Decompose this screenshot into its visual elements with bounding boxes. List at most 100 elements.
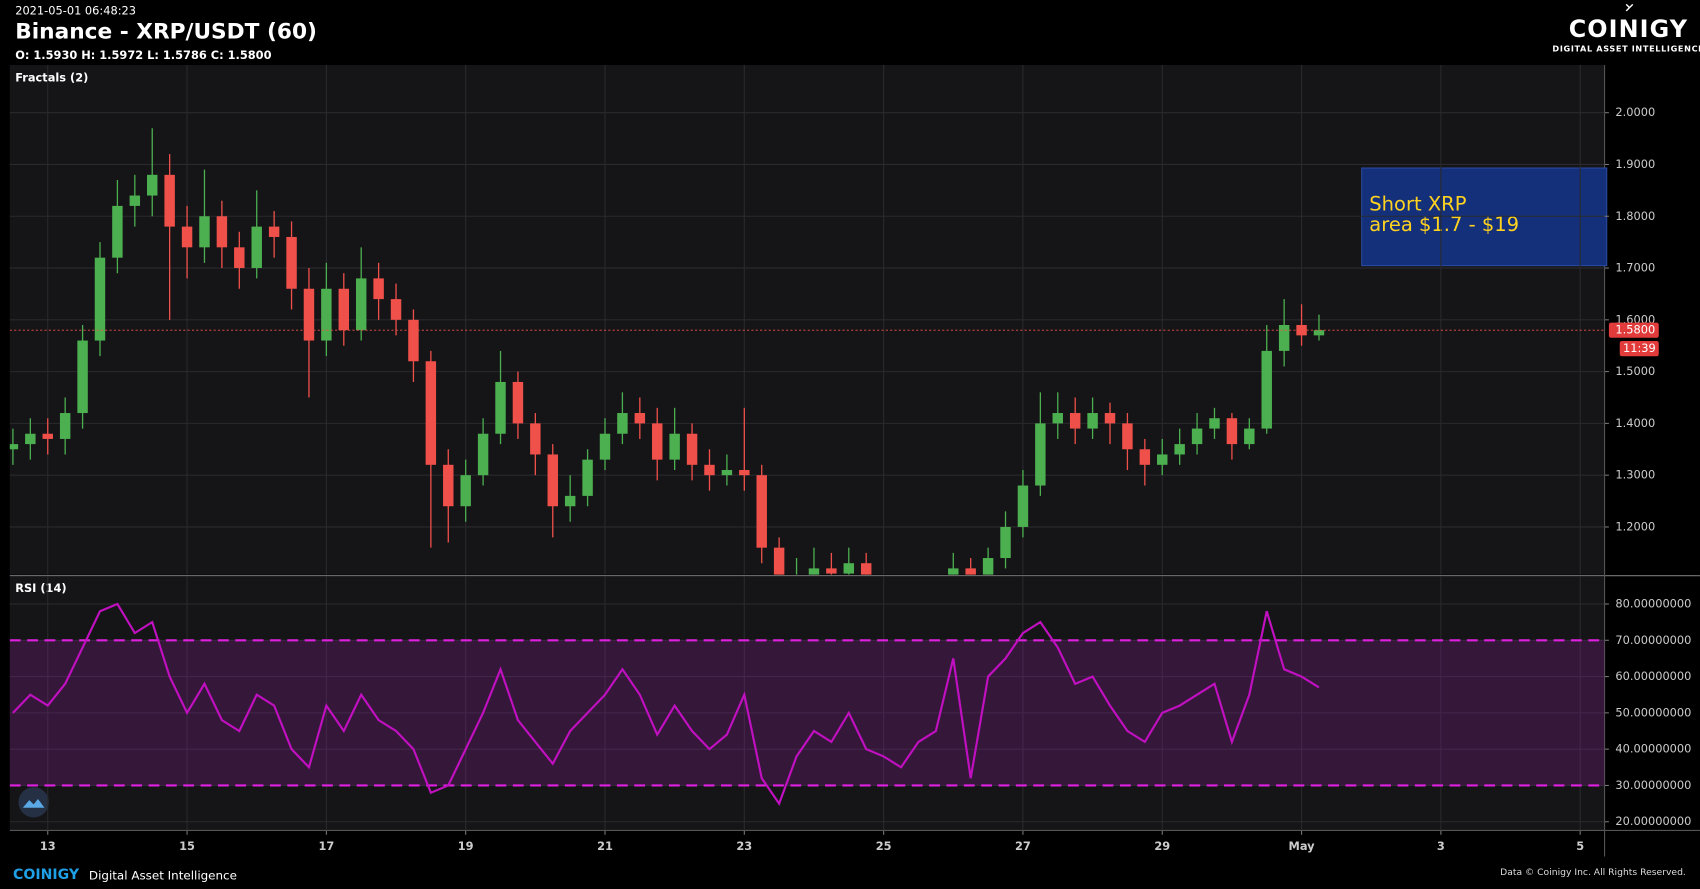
candle-body [25,433,36,445]
candle-body [564,495,576,507]
candle-body [355,278,367,331]
rsi-tick-label: 80.00000000 [1615,596,1691,610]
candle-body [251,226,262,269]
x-tick-label: 29 [1154,839,1170,853]
rsi-tick-label: 60.00000000 [1615,669,1691,683]
x-tick-label: 13 [40,839,56,853]
candle-body [234,247,245,269]
x-tick-label: 27 [1015,839,1031,853]
candles [9,128,1605,575]
candle-body [477,433,489,476]
annotation-box [1361,167,1608,267]
candle-body [547,454,558,507]
last-price-tag [1608,322,1659,338]
candle-body [1296,325,1307,336]
last-price-label: 1.5800 [1615,323,1655,337]
candle-body [1000,526,1011,559]
candle-body [652,423,663,460]
candle-body [808,568,820,575]
candle-body [94,257,106,341]
candle-body [321,288,332,341]
candle-body [599,433,611,460]
footer [0,861,1700,889]
ohlc: O: 1.5930 H: 1.5972 L: 1.5786 C: 1.5800 [15,48,271,62]
candle-body [42,433,53,439]
candle-body [704,464,715,476]
rsi-tick-label: 20.00000000 [1615,814,1691,828]
x-tick-label: 5 [1576,839,1584,853]
candle-body [756,475,767,548]
y-tick-label: 1.2000 [1615,519,1655,533]
y-tick-label: 2.0000 [1615,105,1655,119]
candle-body [530,423,541,455]
rsi-panel [9,576,1605,831]
panel-label: Fractals (2) [15,71,88,85]
candle-body [77,340,88,414]
x-tick-label: 15 [179,839,195,853]
candle-body [843,563,855,574]
candle-body [216,216,228,248]
candle-body [9,444,19,450]
candle-body [965,568,976,575]
candle-body [408,319,419,362]
logo-button[interactable] [18,787,49,818]
rsi-line [12,602,1320,806]
timestamp: 2021-05-01 06:48:23 [15,3,136,17]
logo: COINIGY [1569,15,1688,43]
grid [9,65,1609,835]
candle-body [1174,444,1185,455]
candle-body [1278,325,1290,351]
candle-body [112,205,123,258]
y-tick-label: 1.5000 [1615,364,1655,378]
rsi-tick-label: 30.00000000 [1615,778,1691,792]
candle-body [199,216,210,248]
candle-body [425,361,437,465]
candle-body [129,195,141,206]
candle-body [1122,423,1133,450]
candle-body [686,433,698,465]
candle-body [1209,418,1220,429]
footer-copyright: Data © Coinigy Inc. All Rights Reserved. [1500,867,1686,878]
logo-button-icon [22,799,45,808]
candle-body [512,381,524,424]
x-tick-label: 17 [318,839,334,853]
x-tick-label: 3 [1437,839,1445,853]
candle-body [181,226,193,248]
rsi-tick-label: 50.00000000 [1615,705,1691,719]
candle-body [1157,454,1168,465]
candle-body [721,469,733,476]
title: Binance - XRP/USDT (60) [15,20,317,45]
rsi-label: RSI (14) [15,581,66,595]
candle-body [1226,418,1238,445]
x-tick-label: 23 [736,839,752,853]
countdown-label: 11:39 [1623,341,1656,355]
candle-body [582,459,593,496]
candle-body [338,288,350,331]
candle-body [1035,423,1046,486]
candle-body [373,278,384,300]
candle-body [443,464,454,507]
annotation-line: Short XRP [1369,192,1466,215]
candle-body [826,568,837,574]
candle-body [860,563,872,575]
annotation-line: area $1.7 - $19 [1369,213,1519,236]
logo-tagline: DIGITAL ASSET INTELLIGENCE [1552,43,1700,53]
logo-icon [1625,3,1634,12]
axis-labels: 13 15 17 19 21 23 25 27 29 May 3 5 1.2000 1.3000 1.400… [40,105,1692,853]
x-tick-label: May [1289,839,1316,853]
rsi-tick-label: 40.00000000 [1615,742,1691,756]
candle-body [634,413,646,424]
x-tick-label: 25 [876,839,892,853]
y-tick-label: 1.7000 [1615,261,1655,275]
candle-body [268,226,280,237]
candle-body [460,475,471,507]
candle-body [948,568,959,575]
candle-body [1017,485,1029,527]
candle-body [147,174,158,196]
candle-body [1261,350,1272,429]
candle-body [1052,413,1063,424]
candle-body [495,381,506,434]
x-tick-label: 19 [458,839,474,853]
